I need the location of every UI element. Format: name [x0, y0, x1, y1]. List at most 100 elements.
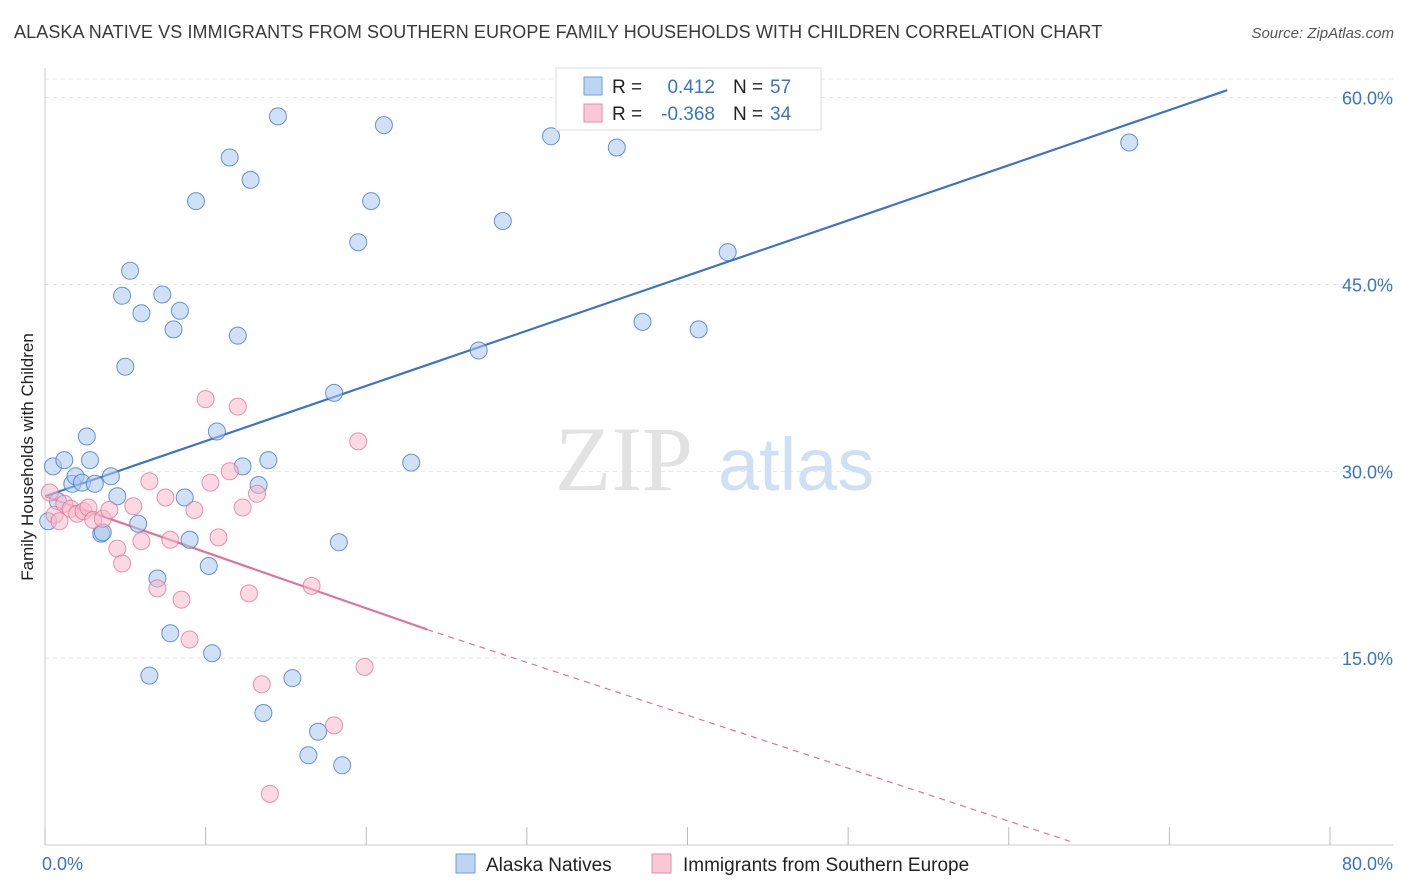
x-tick-max: 80.0%	[1342, 854, 1393, 874]
data-point-s1-18	[161, 530, 180, 549]
data-point-s1-26	[228, 397, 247, 416]
data-point-s0-8	[81, 451, 99, 470]
data-point-s0-53	[633, 312, 652, 331]
data-point-s0-45	[349, 233, 368, 252]
data-point-s0-38	[268, 107, 287, 126]
legend-swatch-southern-europe	[651, 853, 672, 874]
data-point-s1-19	[172, 590, 191, 609]
y-tick-label-1: 30.0%	[1342, 462, 1393, 482]
stats-legend-n-label-1: N =	[733, 77, 763, 98]
data-point-s1-32	[302, 576, 321, 595]
x-tick-min: 0.0%	[42, 854, 83, 874]
chart-title: ALASKA NATIVE VS IMMIGRANTS FROM SOUTHER…	[14, 22, 1103, 42]
trend-line-0	[44, 89, 1228, 498]
data-point-s0-25	[175, 488, 194, 507]
y-tick-label-0: 15.0%	[1342, 649, 1393, 669]
data-points	[39, 107, 1139, 803]
data-point-s0-30	[207, 422, 226, 441]
x-axis-ticks	[44, 827, 1331, 845]
data-point-s1-14	[132, 532, 151, 551]
watermark-zip: ZIP	[555, 408, 693, 510]
watermark-atlas: atlas	[718, 423, 874, 506]
data-point-s0-46	[362, 192, 381, 211]
stats-legend-swatch-pink	[583, 103, 603, 123]
series-legend: Alaska Natives Immigrants from Southern …	[455, 853, 969, 876]
stats-legend-n-value-2: 34	[770, 104, 792, 125]
stats-legend-r-value-1: 0.412	[667, 77, 715, 98]
legend-label-southern-europe: Immigrants from Southern Europe	[683, 855, 969, 876]
data-point-s1-17	[156, 488, 175, 507]
data-point-s0-42	[325, 383, 344, 402]
data-point-s0-26	[180, 530, 199, 549]
y-axis-tick-labels: 15.0% 30.0% 45.0% 60.0%	[1342, 89, 1393, 669]
data-point-s1-29	[248, 484, 266, 503]
data-point-s1-23	[201, 473, 220, 492]
data-point-s0-32	[228, 326, 247, 345]
data-point-s0-55	[718, 243, 737, 262]
data-point-s0-27	[187, 192, 205, 211]
data-point-s0-40	[299, 746, 318, 765]
data-point-s1-24	[209, 528, 228, 547]
data-point-s0-39	[283, 669, 302, 688]
data-point-s1-15	[140, 472, 159, 491]
data-point-s0-37	[259, 451, 278, 470]
data-point-s0-48	[402, 453, 421, 472]
data-point-s0-3	[55, 451, 74, 470]
data-point-s0-51	[542, 127, 560, 146]
stats-legend-swatch-blue	[583, 76, 603, 96]
data-point-s1-25	[220, 462, 239, 481]
data-point-s0-41	[309, 722, 328, 741]
data-point-s1-33	[325, 716, 344, 735]
data-point-s0-18	[132, 304, 151, 323]
data-point-s0-49	[469, 341, 488, 360]
data-point-s0-36	[254, 704, 273, 722]
data-point-s0-14	[113, 286, 132, 305]
data-point-s0-24	[170, 301, 189, 320]
data-point-s0-31	[220, 148, 239, 167]
stats-legend-r-label-1: R =	[612, 77, 642, 98]
data-point-s0-43	[329, 533, 348, 552]
data-point-s1-11	[108, 539, 127, 558]
data-point-s1-35	[355, 657, 374, 676]
data-point-s1-12	[113, 554, 132, 573]
data-point-s1-22	[196, 390, 215, 409]
data-point-s0-47	[374, 116, 393, 135]
data-point-s1-31	[260, 784, 279, 803]
trend-line-dashed-1	[427, 628, 1070, 842]
data-point-s1-27	[233, 498, 252, 517]
data-point-s0-9	[85, 474, 104, 493]
data-point-s0-29	[203, 644, 222, 663]
data-point-s0-12	[101, 467, 120, 486]
stats-legend-r-label-2: R =	[612, 104, 642, 125]
stats-legend-r-value-2: -0.368	[661, 104, 715, 125]
data-point-s0-23	[164, 320, 183, 339]
data-point-s0-52	[607, 138, 626, 157]
chart-source: Source: ZipAtlas.com	[1251, 25, 1394, 42]
data-point-s0-50	[493, 212, 512, 230]
data-point-s1-20	[180, 630, 199, 649]
data-point-s1-28	[240, 584, 258, 603]
data-point-s0-28	[199, 557, 218, 575]
data-point-s0-22	[161, 624, 180, 643]
legend-label-alaska-natives: Alaska Natives	[486, 855, 612, 876]
data-point-s0-7	[77, 427, 96, 446]
data-point-s1-30	[252, 675, 271, 694]
y-tick-label-2: 45.0%	[1342, 276, 1393, 296]
data-point-s0-56	[1120, 133, 1139, 152]
y-tick-label-3: 60.0%	[1342, 89, 1393, 109]
data-point-s0-15	[116, 357, 135, 376]
data-point-s0-44	[333, 756, 352, 775]
data-point-s1-13	[124, 497, 143, 516]
y-axis-label: Family Households with Children	[18, 333, 37, 581]
stats-legend: R = 0.412 N = 57 R = -0.368 N = 34	[555, 67, 822, 131]
legend-swatch-alaska-natives	[455, 853, 476, 874]
stats-legend-n-label-2: N =	[733, 104, 763, 125]
data-point-s0-21	[153, 285, 172, 304]
watermark: ZIP atlas	[555, 408, 874, 510]
data-point-s1-34	[349, 432, 368, 451]
data-point-s0-13	[108, 487, 127, 506]
data-point-s0-34	[241, 170, 260, 189]
stats-legend-n-value-1: 57	[770, 77, 791, 98]
data-point-s1-16	[148, 579, 167, 598]
